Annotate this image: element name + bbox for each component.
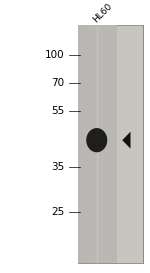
Bar xyxy=(106,25,107,263)
Bar xyxy=(115,25,116,263)
Bar xyxy=(79,25,80,263)
Bar xyxy=(97,25,98,263)
Bar xyxy=(108,25,109,263)
Bar xyxy=(96,25,97,263)
Bar xyxy=(104,25,105,263)
Bar xyxy=(91,25,92,263)
Bar xyxy=(109,25,110,263)
Bar xyxy=(111,25,112,263)
Bar xyxy=(113,25,114,263)
Bar xyxy=(83,25,84,263)
Bar xyxy=(86,25,87,263)
Bar xyxy=(84,25,85,263)
Text: HL60: HL60 xyxy=(91,1,114,24)
Bar xyxy=(116,25,117,263)
Bar xyxy=(101,25,102,263)
Bar xyxy=(92,25,93,263)
Bar xyxy=(100,25,101,263)
Bar xyxy=(95,25,96,263)
Bar xyxy=(90,25,91,263)
Bar xyxy=(88,25,89,263)
Text: 70: 70 xyxy=(51,78,64,88)
Bar xyxy=(99,25,100,263)
Text: 25: 25 xyxy=(51,207,64,217)
Bar xyxy=(82,25,83,263)
Bar xyxy=(85,25,86,263)
Bar xyxy=(81,25,82,263)
Bar xyxy=(103,25,104,263)
Text: 100: 100 xyxy=(45,50,64,60)
Text: 55: 55 xyxy=(51,106,64,116)
Bar xyxy=(110,25,111,263)
Ellipse shape xyxy=(86,128,107,152)
Bar xyxy=(80,25,81,263)
Bar xyxy=(89,25,90,263)
Polygon shape xyxy=(122,132,130,149)
Bar xyxy=(78,25,79,263)
Bar xyxy=(87,25,88,263)
Text: 35: 35 xyxy=(51,162,64,172)
Bar xyxy=(105,25,106,263)
Bar xyxy=(102,25,103,263)
Bar xyxy=(93,25,94,263)
Bar xyxy=(78,25,142,263)
Bar xyxy=(107,25,108,263)
Bar xyxy=(114,25,115,263)
Bar xyxy=(112,25,113,263)
